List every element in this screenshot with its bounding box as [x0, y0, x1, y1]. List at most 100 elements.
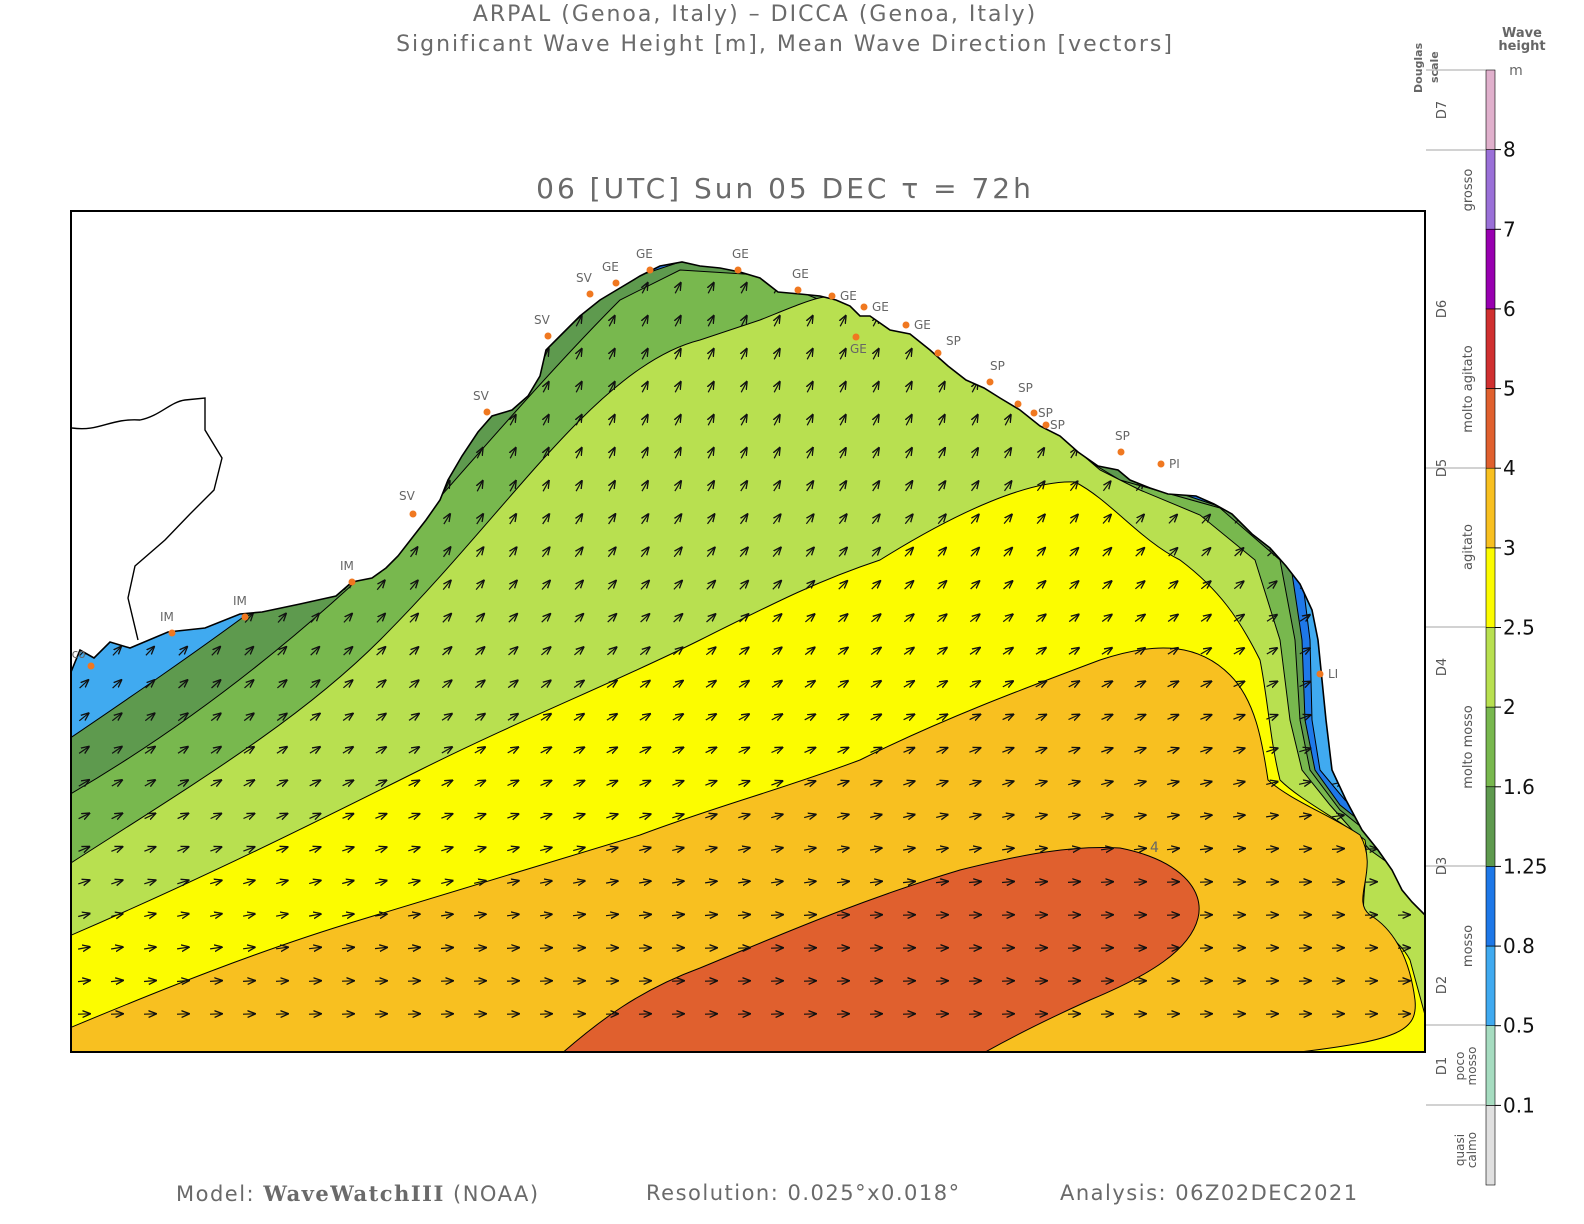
place-dot	[483, 408, 491, 416]
wave-vector	[442, 580, 451, 590]
wave-vector	[177, 947, 189, 949]
wave-vector	[873, 349, 879, 360]
legend-tick-label: 0.5	[1503, 1014, 1535, 1038]
place-label: Monaco	[39, 647, 86, 661]
wave-vector	[770, 915, 783, 916]
wave-vector	[706, 581, 715, 590]
wave-vector	[804, 814, 816, 817]
wave-vector	[837, 714, 849, 720]
douglas-name: calmo	[1465, 1132, 1479, 1168]
wave-vector	[244, 680, 254, 689]
wave-vector	[675, 349, 681, 360]
wave-vector	[708, 514, 715, 525]
wave-vector	[507, 914, 519, 916]
legend-tick-label: 3	[1503, 536, 1516, 560]
wave-vector	[738, 714, 749, 720]
wave-vector	[211, 647, 220, 656]
footer-model: Model: WaveWatchIII (NOAA)	[176, 1181, 540, 1206]
place-marker: GE	[850, 333, 867, 356]
legend-bin	[1485, 786, 1496, 867]
wave-vector	[145, 680, 155, 689]
wave-vector	[506, 948, 519, 949]
wave-vector	[673, 581, 682, 590]
place-label: SV	[399, 489, 416, 503]
wave-vector	[1102, 481, 1110, 492]
wave-vector	[606, 781, 618, 786]
wave-vector	[969, 614, 979, 623]
wave-vector	[243, 847, 254, 851]
wave-vector	[936, 714, 948, 719]
wave-vector	[705, 881, 717, 883]
place-dot	[1117, 448, 1125, 456]
wave-vector	[705, 647, 715, 656]
wave-vector	[671, 881, 684, 883]
wave-vector	[638, 914, 651, 915]
wave-vector	[576, 349, 582, 360]
wave-vector	[408, 847, 419, 851]
legend-bin	[1485, 706, 1496, 787]
douglas-name: agitato	[1461, 524, 1476, 570]
wave-vector	[1133, 848, 1146, 849]
wave-vector	[972, 481, 979, 492]
wave-vector	[376, 614, 385, 623]
wave-vector	[804, 781, 815, 785]
wave-vector	[1034, 815, 1047, 818]
wave-vector	[705, 781, 716, 785]
wave-vector	[903, 714, 915, 719]
wave-vector	[507, 781, 519, 786]
wave-vector	[1036, 581, 1046, 590]
wave-vector	[639, 747, 651, 752]
legend-tick-label: 4	[1503, 456, 1516, 480]
wave-vector	[1102, 548, 1112, 557]
wave-vector	[805, 581, 815, 590]
wave-vector	[871, 614, 880, 623]
place-marker: SV	[473, 389, 491, 416]
wave-vector	[374, 947, 387, 948]
wave-vector	[672, 747, 684, 752]
place-marker: IM	[233, 594, 249, 621]
wave-vector	[510, 481, 516, 492]
wave-vector	[936, 614, 946, 623]
wave-vector	[541, 614, 551, 623]
place-dot	[646, 266, 654, 274]
wave-vector	[873, 415, 879, 426]
contour-label: 4	[1150, 840, 1159, 856]
place-marker: SP	[1042, 418, 1065, 432]
legend-tick-label: 1.6	[1503, 775, 1535, 799]
wave-title-1: Wave	[1502, 26, 1542, 41]
wave-vector	[1035, 614, 1046, 623]
wave-vector	[1299, 682, 1311, 687]
wave-vector	[1069, 515, 1078, 524]
place-label: GE	[840, 289, 857, 303]
wave-vector	[1265, 849, 1278, 850]
wave-vector	[1266, 615, 1277, 622]
wave-vector	[1102, 515, 1111, 524]
douglas-name: mosso	[1465, 1047, 1479, 1086]
wave-vector	[1002, 848, 1014, 850]
wave-vector	[1200, 715, 1211, 720]
wave-vector	[409, 580, 418, 590]
wave-vector	[870, 748, 882, 753]
wave-vector	[1102, 581, 1111, 590]
wave-vector	[1003, 581, 1013, 590]
douglas-code: D6	[1435, 300, 1450, 318]
place-dot	[544, 332, 552, 340]
douglas-name: molto mosso	[1461, 705, 1476, 789]
wave-vector	[342, 780, 354, 785]
wave-vector	[342, 747, 353, 753]
wave-vector	[111, 847, 122, 852]
wave-vector	[1068, 614, 1079, 623]
wave-vector	[209, 981, 222, 982]
wave-vector	[1200, 782, 1212, 785]
wave-vector	[1331, 849, 1344, 850]
wave-vector	[1332, 815, 1344, 817]
place-marker: IM	[340, 559, 356, 586]
wave-vector	[177, 847, 188, 851]
wave-vector	[343, 647, 353, 656]
wave-vector	[642, 415, 648, 426]
wave-vector	[708, 283, 714, 294]
wave-vector	[112, 647, 121, 656]
wave-vector	[639, 848, 651, 851]
legend-bin	[1485, 467, 1496, 549]
